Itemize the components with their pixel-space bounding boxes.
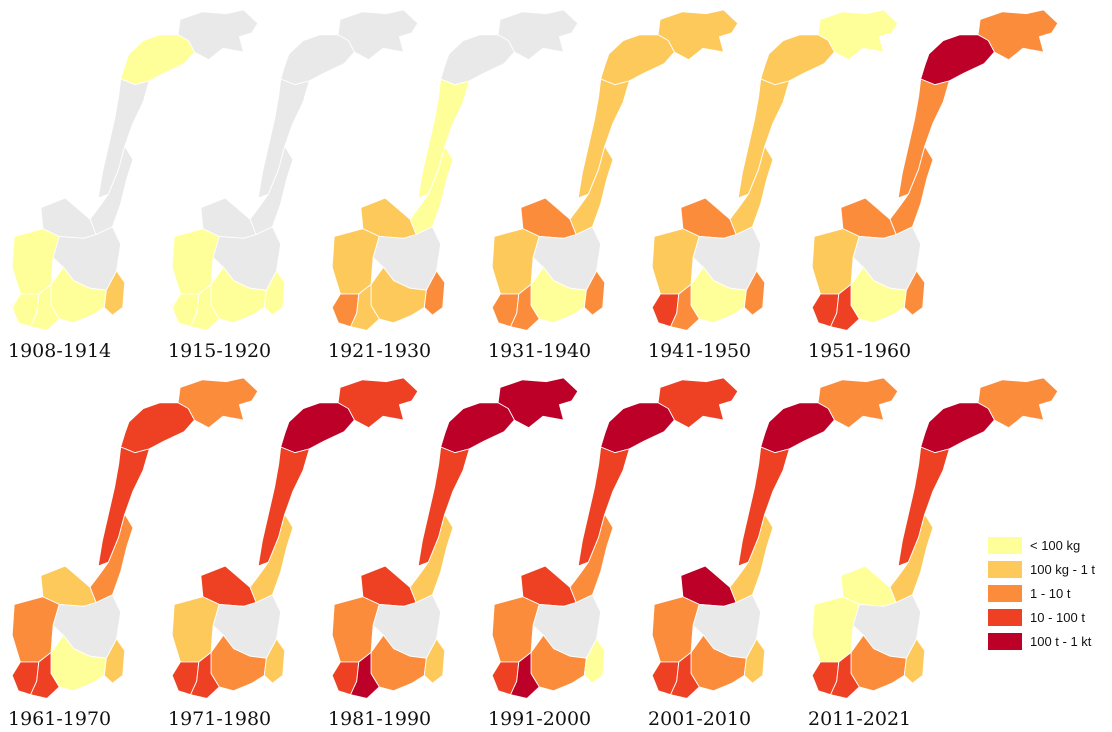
legend-swatch — [988, 584, 1022, 602]
region-oslo — [743, 270, 766, 316]
legend-item: 100 t - 1 kt — [988, 629, 1095, 653]
region-north — [440, 402, 515, 454]
legend-label: 100 kg - 1 t — [1030, 561, 1096, 577]
legend-swatch — [988, 632, 1022, 650]
period-label: 2001-2010 — [648, 708, 752, 730]
region-north — [120, 402, 195, 454]
region-trond — [249, 513, 294, 603]
region-north — [760, 402, 835, 454]
region-trond — [889, 513, 934, 603]
period-label: 1941-1950 — [648, 340, 752, 362]
region-oslo — [103, 638, 126, 684]
region-oslo — [263, 638, 286, 684]
region-oslo — [423, 270, 446, 316]
legend-item: 100 kg - 1 t — [988, 557, 1095, 581]
region-north — [280, 34, 355, 86]
period-label: 1908-1914 — [8, 340, 112, 362]
legend-item: 1 - 10 t — [988, 581, 1095, 605]
legend-label: 100 t - 1 kt — [1030, 633, 1092, 649]
region-trond — [89, 513, 134, 603]
region-oslo — [583, 270, 606, 316]
region-trond — [409, 145, 454, 235]
region-oslo — [743, 638, 766, 684]
region-trond — [729, 145, 774, 235]
period-map — [11, 9, 259, 331]
legend-label: 10 - 100 t — [1030, 609, 1085, 625]
legend-label: < 100 kg — [1030, 537, 1081, 553]
period-map — [651, 377, 899, 699]
period-map — [651, 9, 899, 331]
period-label: 1951-1960 — [808, 340, 912, 362]
period-label: 1931-1940 — [488, 340, 592, 362]
period-map — [491, 377, 739, 699]
region-trond — [729, 513, 774, 603]
region-trond — [569, 145, 614, 235]
region-southtip — [510, 283, 540, 331]
region-oslo — [423, 638, 446, 684]
legend-swatch — [988, 536, 1022, 554]
region-oslo — [103, 270, 126, 316]
region-southtip — [510, 651, 540, 699]
region-north — [920, 402, 995, 454]
period-map — [811, 377, 1059, 699]
region-oslo — [903, 270, 926, 316]
legend-item: 10 - 100 t — [988, 605, 1095, 629]
period-map — [171, 9, 419, 331]
region-southtip — [670, 651, 700, 699]
region-north — [120, 34, 195, 86]
region-trond — [89, 145, 134, 235]
period-map — [171, 377, 419, 699]
region-oslo — [263, 270, 286, 316]
period-map — [331, 9, 579, 331]
legend-swatch — [988, 560, 1022, 578]
region-trond — [889, 145, 934, 235]
region-north — [600, 34, 675, 86]
region-southtip — [190, 651, 220, 699]
legend-swatch — [988, 608, 1022, 626]
region-southtip — [190, 283, 220, 331]
period-map — [331, 377, 579, 699]
period-label: 1921-1930 — [328, 340, 432, 362]
legend: < 100 kg 100 kg - 1 t 1 - 10 t 10 - 100 … — [988, 533, 1095, 653]
legend-label: 1 - 10 t — [1030, 585, 1071, 601]
region-trond — [249, 145, 294, 235]
region-trond — [569, 513, 614, 603]
period-label: 1981-1990 — [328, 708, 432, 730]
region-north — [280, 402, 355, 454]
region-southtip — [30, 651, 60, 699]
region-southtip — [350, 651, 380, 699]
period-label: 1991-2000 — [488, 708, 592, 730]
region-oslo — [903, 638, 926, 684]
period-label: 1915-1920 — [168, 340, 272, 362]
region-southtip — [350, 283, 380, 331]
region-north — [760, 34, 835, 86]
period-label: 1971-1980 — [168, 708, 272, 730]
region-oslo — [583, 638, 606, 684]
period-label: 1961-1970 — [8, 708, 112, 730]
period-map — [11, 377, 259, 699]
region-southtip — [670, 283, 700, 331]
region-southtip — [30, 283, 60, 331]
region-north — [600, 402, 675, 454]
region-southtip — [830, 283, 860, 331]
period-label: 2011-2021 — [808, 708, 912, 730]
region-north — [920, 34, 995, 86]
region-trond — [409, 513, 454, 603]
period-map — [811, 9, 1059, 331]
period-map — [491, 9, 739, 331]
legend-item: < 100 kg — [988, 533, 1095, 557]
region-north — [440, 34, 515, 86]
region-southtip — [830, 651, 860, 699]
